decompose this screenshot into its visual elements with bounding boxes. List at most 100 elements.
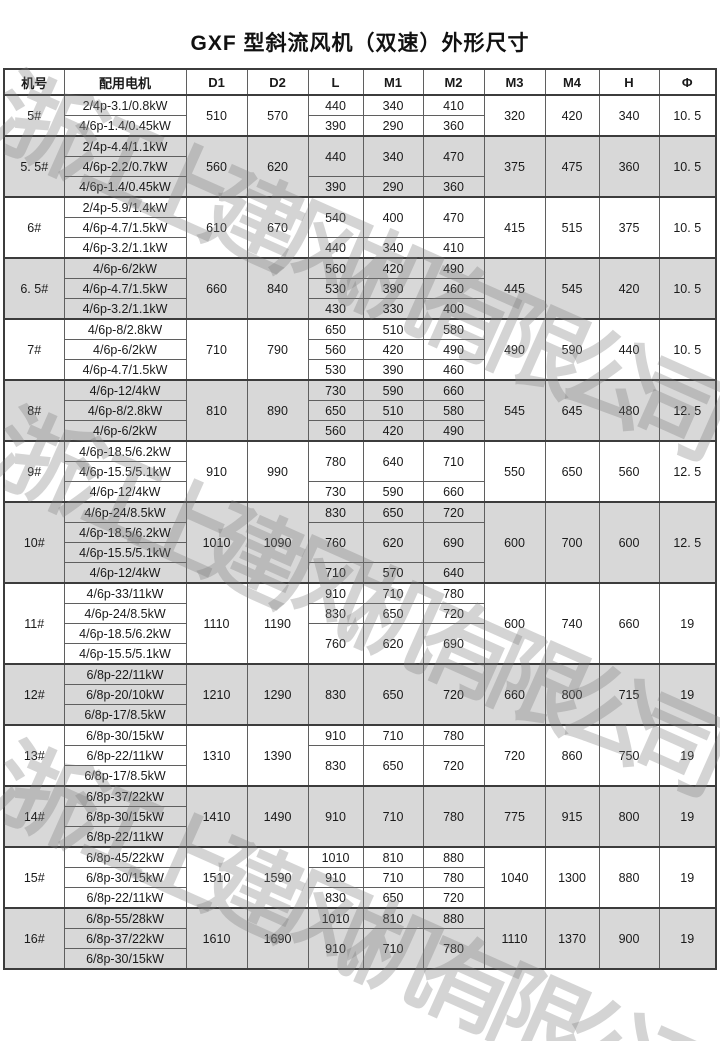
m2-cell: 690 (422, 522, 485, 563)
d2-cell: 1390 (246, 724, 309, 787)
m2-cell: 400 (422, 298, 485, 320)
table-row: 12# 6/8p-22/11kW 1210 1290 830 650 720 660 800 71… (3, 663, 717, 726)
m2-cell: 470 (422, 135, 485, 177)
machine-no-cell: 6# (3, 196, 65, 259)
l-cell: 780 (307, 440, 364, 482)
table-row: 6/8p-30/15kW (4, 806, 716, 827)
m1-cell: 290 (362, 115, 424, 137)
m3-cell: 1040 (483, 846, 546, 909)
h-cell: 750 (598, 724, 660, 787)
m2-cell: 780 (422, 724, 485, 746)
machine-no-cell: 8# (3, 379, 65, 442)
m4-cell: 475 (544, 135, 600, 198)
d1-cell: 1610 (185, 907, 248, 970)
m1-cell: 620 (362, 522, 424, 563)
m2-cell: 410 (422, 94, 485, 116)
l-cell: 530 (307, 359, 364, 381)
m2-cell: 720 (422, 663, 485, 726)
m4-cell: 545 (544, 257, 600, 320)
motor-cell: 6/8p-37/22kW (63, 928, 187, 949)
d1-cell: 910 (185, 440, 248, 503)
l-cell: 430 (307, 298, 364, 320)
table-row: 6/8p-30/15kW (4, 948, 716, 970)
m2-cell: 780 (422, 785, 485, 848)
machine-no-cell: 5# (3, 94, 65, 137)
h-cell: 440 (598, 318, 660, 381)
motor-cell: 4/6p-24/8.5kW (63, 501, 187, 523)
d2-cell: 1690 (246, 907, 309, 970)
col-header-m4: M4 (544, 68, 600, 96)
d1-cell: 510 (185, 94, 248, 137)
d2-cell: 990 (246, 440, 309, 503)
m1-cell: 420 (362, 339, 424, 360)
motor-cell: 2/4p-5.9/1.4kW (63, 196, 187, 218)
m4-cell: 590 (544, 318, 600, 381)
m2-cell: 490 (422, 257, 485, 279)
motor-cell: 4/6p-1.4/0.45kW (63, 176, 187, 198)
motor-cell: 6/8p-22/11kW (63, 887, 187, 909)
phi-cell: 12. 5 (658, 501, 717, 584)
m1-cell: 400 (362, 196, 424, 238)
d2-cell: 1490 (246, 785, 309, 848)
l-cell: 440 (307, 237, 364, 259)
m4-cell: 740 (544, 582, 600, 665)
m4-cell: 700 (544, 501, 600, 584)
m3-cell: 545 (483, 379, 546, 442)
d1-cell: 710 (185, 318, 248, 381)
table-row: 4/6p-15.5/5.1kW (4, 542, 716, 563)
m4-cell: 1300 (544, 846, 600, 909)
table-row: 6/8p-37/22kW 910 710 780 (4, 928, 716, 970)
m3-cell: 1110 (483, 907, 546, 970)
h-cell: 900 (598, 907, 660, 970)
m1-cell: 570 (362, 562, 424, 584)
l-cell: 390 (307, 115, 364, 137)
table-row: 4/6p-8/2.8kW 650 510 580 (4, 400, 716, 421)
m1-cell: 710 (362, 928, 424, 970)
col-header-motor: 配用电机 (63, 68, 187, 96)
table-row: 4/6p-1.4/0.45kW 390 290 360 (4, 115, 716, 137)
m3-cell: 550 (483, 440, 546, 503)
col-header-d1: D1 (185, 68, 248, 96)
motor-cell: 4/6p-6/2kW (63, 257, 187, 279)
d2-cell: 1290 (246, 663, 309, 726)
h-cell: 360 (598, 135, 660, 198)
col-header-phi: Φ (658, 68, 717, 96)
table-body: 5# 2/4p-3.1/0.8kW 510 570 440 340 410 320 420 340… (3, 94, 717, 970)
phi-cell: 19 (658, 846, 717, 909)
m3-cell: 660 (483, 663, 546, 726)
motor-cell: 4/6p-18.5/6.2kW (63, 522, 187, 543)
m1-cell: 650 (362, 603, 424, 624)
l-cell: 650 (307, 400, 364, 421)
motor-cell: 4/6p-15.5/5.1kW (63, 461, 187, 482)
motor-cell: 4/6p-2.2/0.7kW (63, 156, 187, 177)
phi-cell: 10. 5 (658, 135, 717, 198)
table-row: 7# 4/6p-8/2.8kW 710 790 650 510 580 490 590 440 10… (3, 318, 717, 381)
m2-cell: 460 (422, 359, 485, 381)
l-cell: 390 (307, 176, 364, 198)
d1-cell: 1410 (185, 785, 248, 848)
table-row: 4/6p-3.2/1.1kW 430 330 400 (4, 298, 716, 320)
motor-cell: 4/6p-8/2.8kW (63, 318, 187, 340)
l-cell: 730 (307, 481, 364, 503)
motor-cell: 6/8p-20/10kW (63, 684, 187, 705)
table-row: 4/6p-4.7/1.5kW 530 390 460 (4, 278, 716, 299)
l-cell: 1010 (307, 846, 364, 868)
d1-cell: 1510 (185, 846, 248, 909)
motor-cell: 4/6p-18.5/6.2kW (63, 623, 187, 644)
table-row: 4/6p-6/2kW 560 420 490 (4, 339, 716, 360)
m3-cell: 320 (483, 94, 546, 137)
motor-cell: 6/8p-37/22kW (63, 785, 187, 807)
m1-cell: 650 (362, 501, 424, 523)
table-row: 6/8p-22/11kW 830 650 720 (4, 887, 716, 909)
m1-cell: 330 (362, 298, 424, 320)
table-row: 4/6p-6/2kW 560 420 490 (4, 420, 716, 442)
d1-cell: 1110 (185, 582, 248, 665)
l-cell: 910 (307, 724, 364, 746)
table-row: 4/6p-24/8.5kW 830 650 720 (4, 603, 716, 624)
l-cell: 910 (307, 582, 364, 604)
motor-cell: 4/6p-12/4kW (63, 562, 187, 584)
table-row: 4/6p-15.5/5.1kW (4, 643, 716, 665)
m3-cell: 775 (483, 785, 546, 848)
h-cell: 660 (598, 582, 660, 665)
table-row: 4/6p-12/4kW 710 570 640 (4, 562, 716, 584)
